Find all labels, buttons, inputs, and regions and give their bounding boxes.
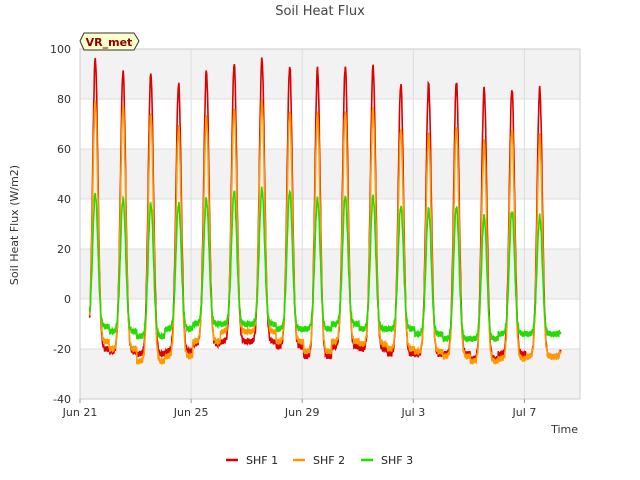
y-tick-label: 40 — [57, 193, 71, 206]
band-80-to-100 — [80, 49, 580, 99]
x-axis-ticks: Jun 21 Jun 25 Jun 29 Jul 3 Jul 7 — [62, 399, 537, 419]
y-tick-label: -40 — [53, 393, 71, 406]
y-tick-label: -20 — [53, 343, 71, 356]
y-tick-label: 0 — [64, 293, 71, 306]
x-tick-label: Jun 25 — [173, 406, 209, 419]
y-tick-label: 20 — [57, 243, 71, 256]
chart-title: Soil Heat Flux — [275, 4, 365, 19]
series-line-shf-1 — [88, 57, 562, 362]
y-axis-label: Soil Heat Flux (W/m2) — [8, 165, 21, 285]
x-tick-label: Jul 7 — [512, 406, 537, 419]
plot-frame — [79, 48, 581, 400]
series-lines — [88, 57, 562, 365]
station-badge: VR_met — [79, 32, 140, 51]
station-badge-shape — [79, 32, 140, 51]
legend-label-shf-2: SHF 2 — [313, 454, 345, 467]
x-tick-label: Jun 29 — [284, 406, 320, 419]
x-tick-label: Jun 21 — [62, 406, 98, 419]
x-tick-label: Jul 3 — [400, 406, 425, 419]
y-tick-label: 100 — [50, 43, 71, 56]
series-line-shf-2 — [88, 99, 562, 365]
series-line-shf-3 — [88, 186, 562, 343]
legend-label-shf-1: SHF 1 — [246, 454, 278, 467]
y-tick-label: 80 — [57, 93, 71, 106]
y-tick-label: 60 — [57, 143, 71, 156]
station-label: VR_met — [86, 36, 133, 49]
x-axis-label: Time — [550, 423, 578, 436]
band-0-to-20 — [80, 249, 580, 299]
y-axis-ticks: -40 -20 0 20 40 60 80 100 — [50, 43, 71, 406]
legend-label-shf-3: SHF 3 — [381, 454, 413, 467]
band-40-to-60 — [80, 149, 580, 199]
legend: SHF 1 SHF 2 SHF 3 — [226, 454, 413, 467]
